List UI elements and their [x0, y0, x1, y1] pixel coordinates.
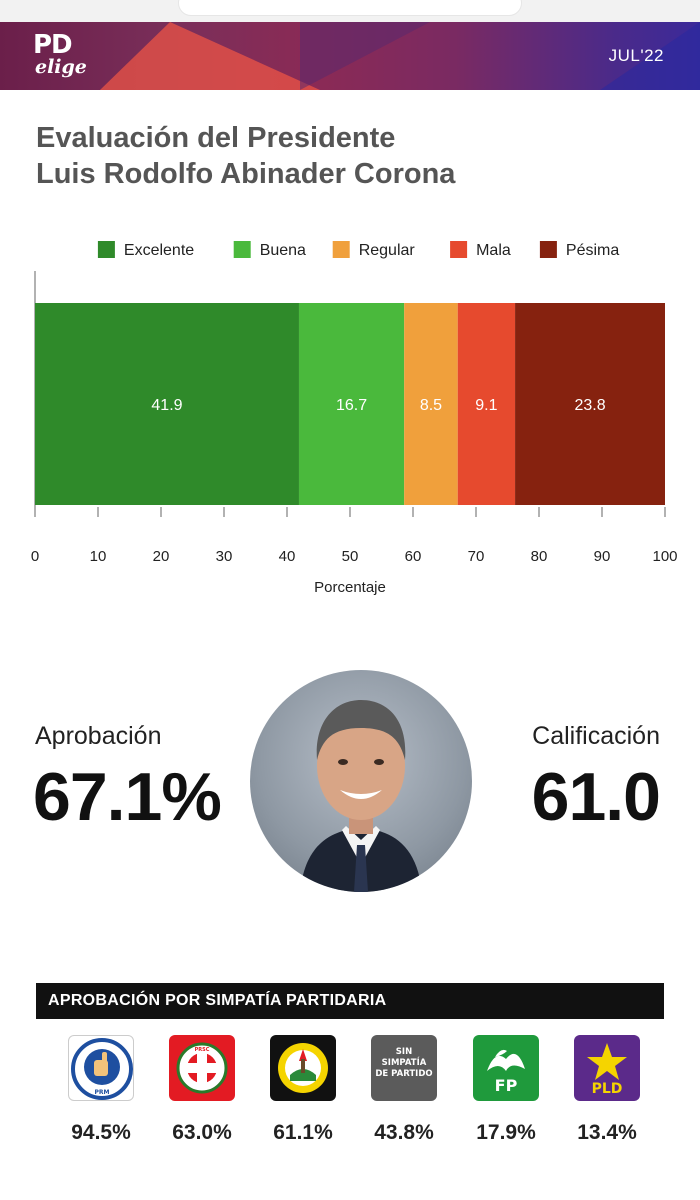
tick-label: 0 [31, 548, 39, 565]
header-banner: PD elige JUL'22 [0, 22, 700, 90]
data-label: 16.7 [336, 397, 367, 414]
prsc-logo-icon: PRSC [169, 1035, 235, 1101]
rating-label: Calificación [532, 722, 660, 750]
tick-label: 50 [342, 548, 359, 565]
party-item-prm: PRM 94.5% [51, 1035, 151, 1145]
legend-label: Excelente [124, 242, 194, 259]
data-label: 8.5 [420, 397, 442, 414]
title-line-1: Evaluación del Presidente [36, 122, 396, 154]
tick-label: 80 [531, 548, 548, 565]
legend-swatch [539, 241, 557, 258]
legend-swatch [450, 241, 468, 258]
approval-label: Aprobación [35, 722, 162, 750]
no-party-logo-text: SIN SIMPATÍA DE PARTIDO [375, 1047, 433, 1079]
page-title: Evaluación del Presidente Luis Rodolfo A… [36, 120, 656, 192]
banner-shape [300, 22, 430, 90]
party-value: 17.9% [476, 1121, 536, 1144]
legend-swatch [97, 241, 115, 258]
legend-label: Pésima [566, 242, 619, 259]
party-item-prsc: PRSC 63.0% [152, 1035, 252, 1145]
tick-label: 10 [90, 548, 107, 565]
prd-logo-icon [270, 1035, 336, 1101]
party-section-header: APROBACIÓN POR SIMPATÍA PARTIDARIA [36, 983, 664, 1019]
party-value: 13.4% [577, 1121, 637, 1144]
logo-text-bottom: elige [35, 56, 87, 78]
data-label: 23.8 [574, 397, 605, 414]
no-party-icon: SIN SIMPATÍA DE PARTIDO [371, 1035, 437, 1101]
party-value: 63.0% [172, 1121, 232, 1144]
prm-logo-icon: PRM [68, 1035, 134, 1101]
legend-swatch [332, 241, 350, 258]
banner-shape [600, 22, 700, 90]
data-label: 41.9 [151, 397, 182, 414]
tick-label: 100 [652, 548, 677, 565]
legend-swatch [233, 241, 251, 258]
bar-segment [515, 303, 665, 505]
rating-value: 61.0 [531, 759, 661, 835]
bar-segment [298, 303, 405, 505]
party-item-pld: PLD 13.4% [557, 1035, 657, 1145]
fp-logo-text: FP [495, 1076, 518, 1095]
legend-label: Buena [260, 242, 306, 259]
logo-text-top: PD [33, 30, 73, 60]
fp-logo-icon: FP [473, 1035, 539, 1101]
bar-segment [404, 303, 458, 505]
pd-elige-logo: PD elige [33, 30, 87, 78]
party-item-sin-simpatia: SIN SIMPATÍA DE PARTIDO 43.8% [354, 1035, 454, 1145]
party-value: 43.8% [374, 1121, 434, 1144]
party-item-fp: FP 17.9% [456, 1035, 556, 1145]
tick-label: 70 [468, 548, 485, 565]
evaluation-chart: Excelente Buena Regular Mala Pésima 41.9 16.7 8… [31, 241, 678, 596]
party-value: 94.5% [71, 1121, 131, 1144]
bar-segment [457, 303, 516, 505]
browser-top-strip [0, 0, 700, 22]
tick-label: 30 [216, 548, 233, 565]
legend-label: Regular [359, 242, 416, 259]
address-pill [178, 0, 522, 16]
tick-label: 60 [405, 548, 422, 565]
prsc-logo-text: PRSC [195, 1047, 210, 1053]
party-item-prd: 61.1% [253, 1035, 353, 1145]
legend-label: Mala [476, 242, 511, 259]
prm-logo-text: PRM [95, 1089, 110, 1096]
tick-label: 40 [279, 548, 296, 565]
pld-logo-text: PLD [592, 1081, 623, 1097]
approval-value: 67.1% [33, 759, 222, 835]
party-value: 61.1% [273, 1121, 333, 1144]
president-photo [250, 670, 472, 892]
date-label: JUL'22 [608, 46, 664, 65]
tick-label: 90 [594, 548, 611, 565]
data-label: 9.1 [475, 397, 497, 414]
tick-label: 20 [153, 548, 170, 565]
title-line-2: Luis Rodolfo Abinader Corona [36, 158, 456, 190]
x-axis-label: Porcentaje [314, 579, 386, 596]
president-portrait-icon [300, 700, 422, 892]
bar-segment [35, 303, 299, 505]
banner-shape [100, 22, 320, 90]
pld-logo-icon: PLD [574, 1035, 640, 1101]
